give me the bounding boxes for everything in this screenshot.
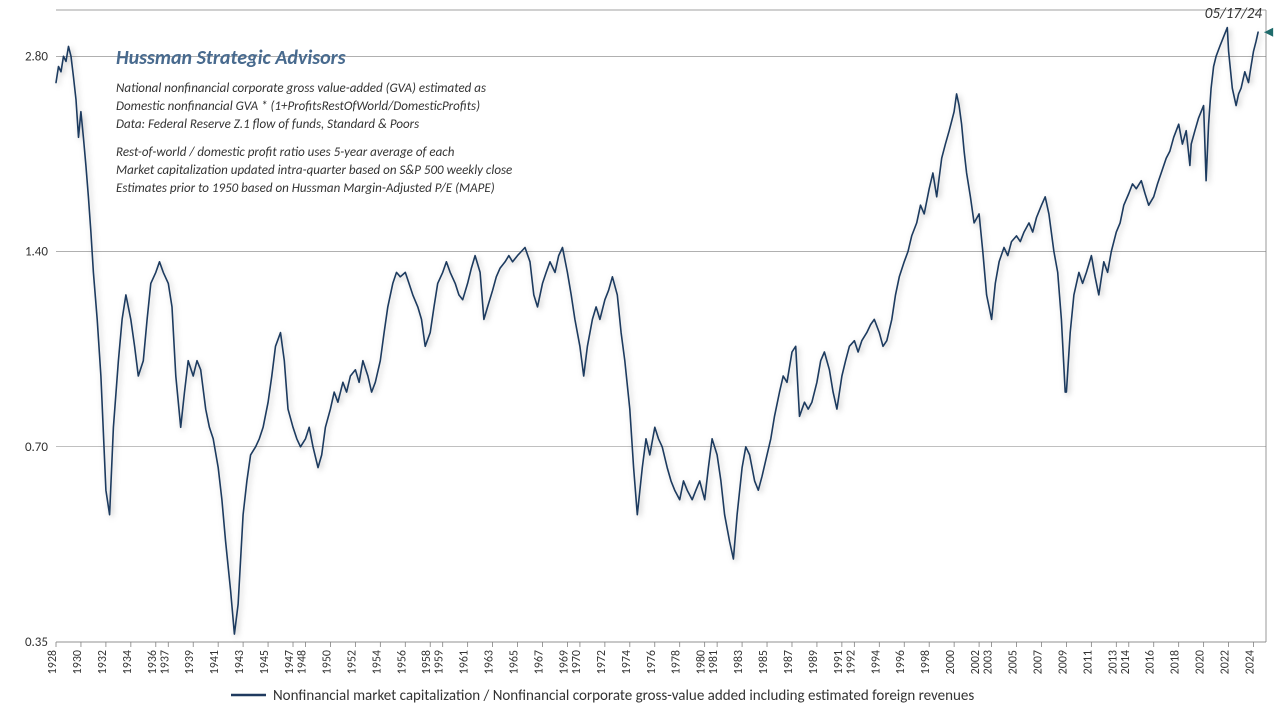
chart-svg: 0.350.701.402.80192819301932193419361937… — [0, 0, 1276, 712]
x-tick-label: 1939 — [183, 650, 197, 674]
chart-note: Domestic nonfinancial GVA * (1+ProfitsRe… — [116, 99, 480, 114]
x-tick-label: 1956 — [395, 650, 409, 674]
x-tick-label: 1950 — [320, 650, 334, 674]
y-tick-label: 2.80 — [25, 49, 48, 64]
x-tick-label: 2014 — [1119, 650, 1133, 674]
x-tick-label: 1985 — [757, 650, 771, 674]
annotation-date: 05/17/24 — [1205, 5, 1263, 23]
annotation-arrow — [1264, 28, 1273, 37]
x-tick-label: 1978 — [670, 650, 684, 674]
x-tick-label: 1928 — [46, 650, 60, 674]
x-tick-label: 1930 — [71, 650, 85, 674]
chart-title: Hussman Strategic Advisors — [116, 46, 346, 70]
x-tick-label: 1976 — [645, 650, 659, 674]
x-tick-label: 2011 — [1081, 650, 1095, 674]
x-tick-label: 1981 — [707, 650, 721, 674]
x-tick-label: 1934 — [121, 650, 135, 674]
x-tick-label: 1972 — [595, 650, 609, 674]
x-tick-label: 1941 — [208, 650, 222, 674]
x-tick-label: 1970 — [570, 650, 584, 674]
x-tick-label: 1952 — [345, 650, 359, 674]
x-tick-label: 2005 — [1007, 650, 1021, 674]
chart-note: Estimates prior to 1950 based on Hussman… — [116, 181, 495, 196]
x-tick-label: 2022 — [1219, 650, 1233, 674]
x-tick-label: 1967 — [532, 650, 546, 674]
chart-note: Market capitalization updated intra-quar… — [116, 163, 512, 178]
x-tick-label: 1963 — [483, 650, 497, 674]
x-tick-label: 1965 — [508, 650, 522, 674]
x-tick-label: 1932 — [96, 650, 110, 674]
y-tick-label: 1.40 — [25, 245, 48, 260]
chart-container: 0.350.701.402.80192819301932193419361937… — [0, 0, 1276, 712]
chart-note: Rest-of-world / domestic profit ratio us… — [116, 145, 455, 160]
chart-note: National nonfinancial corporate gross va… — [116, 81, 486, 96]
x-tick-label: 1954 — [370, 650, 384, 674]
x-tick-label: 1989 — [807, 650, 821, 674]
x-tick-label: 2024 — [1244, 650, 1258, 674]
x-tick-label: 2009 — [1056, 650, 1070, 674]
x-tick-label: 1996 — [894, 650, 908, 674]
x-tick-label: 1974 — [620, 650, 634, 674]
x-tick-label: 1943 — [233, 650, 247, 674]
x-tick-label: 1937 — [158, 650, 172, 674]
x-tick-label: 2003 — [982, 650, 996, 674]
x-tick-label: 1948 — [295, 650, 309, 674]
x-tick-label: 1994 — [869, 650, 883, 674]
chart-note: Data: Federal Reserve Z.1 flow of funds,… — [116, 117, 419, 132]
y-tick-label: 0.70 — [25, 440, 48, 455]
x-tick-label: 2007 — [1031, 650, 1045, 674]
x-tick-label: 2018 — [1169, 650, 1183, 674]
x-tick-label: 1959 — [433, 650, 447, 674]
x-tick-label: 1992 — [844, 650, 858, 674]
x-tick-label: 1987 — [782, 650, 796, 674]
x-tick-label: 1945 — [258, 650, 272, 674]
y-tick-label: 0.35 — [25, 635, 48, 650]
x-tick-label: 2016 — [1144, 650, 1158, 674]
x-tick-label: 1983 — [732, 650, 746, 674]
x-tick-label: 1961 — [458, 650, 472, 674]
x-tick-label: 1998 — [919, 650, 933, 674]
legend-label: Nonfinancial market capitalization / Non… — [273, 687, 974, 705]
x-tick-label: 2020 — [1194, 650, 1208, 674]
x-tick-label: 2000 — [944, 650, 958, 674]
